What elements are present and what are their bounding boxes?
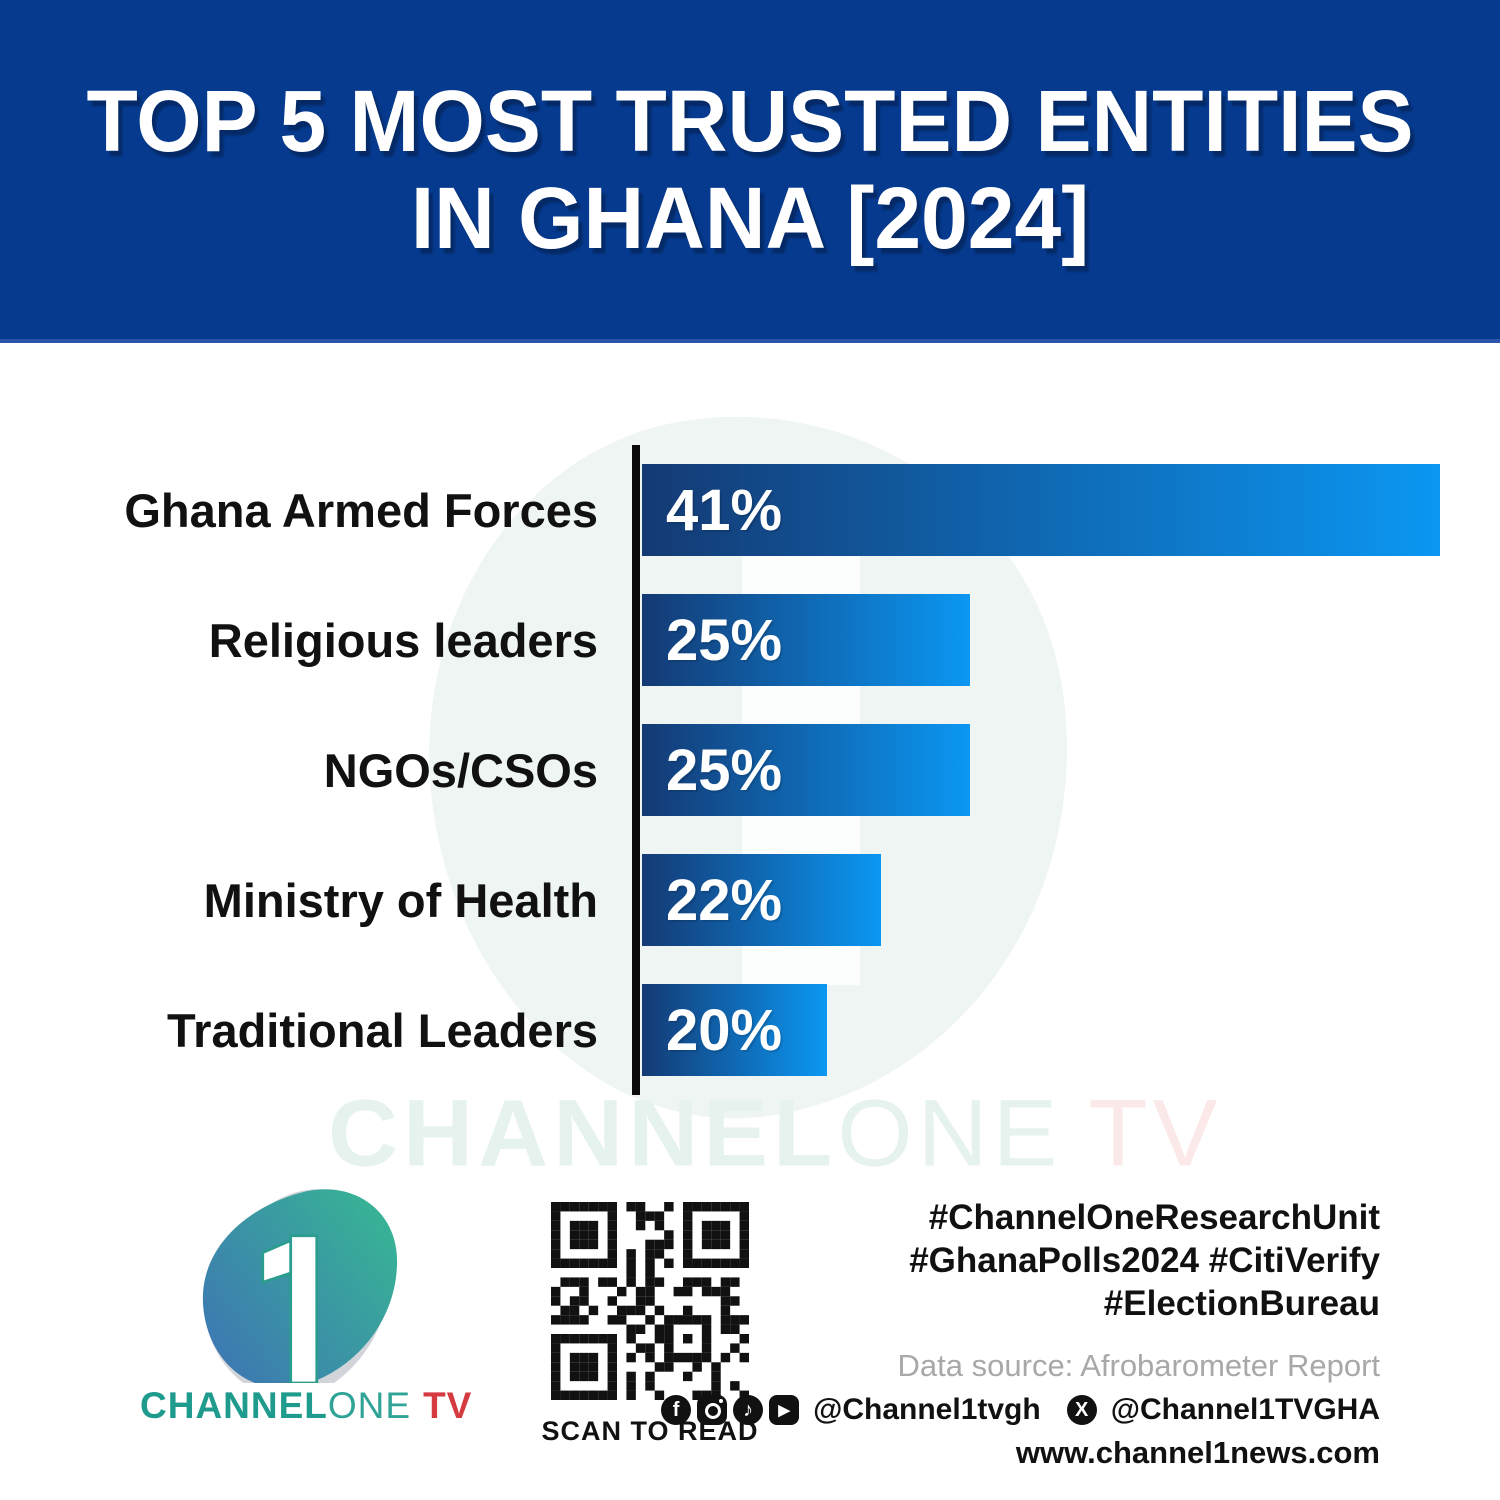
footer-info-block: #ChannelOneResearchUnit #GhanaPolls2024 … — [620, 1196, 1380, 1471]
channel-one-wordmark: CHANNELONE TV — [140, 1385, 471, 1427]
bar: 22% — [642, 854, 881, 946]
wordmark-tv: TV — [423, 1385, 473, 1426]
bar-value-label: 41% — [666, 477, 783, 543]
hashtags-line2: #GhanaPolls2024 #CitiVerify — [909, 1241, 1380, 1280]
brand-watermark-one: ONE — [837, 1079, 1063, 1186]
hashtags-line3: #ElectionBureau — [1103, 1284, 1380, 1323]
header-banner: TOP 5 MOST TRUSTED ENTITIES IN GHANA [20… — [0, 0, 1500, 343]
chart-axis-line — [632, 445, 640, 1095]
website-url: www.channel1news.com — [1015, 1435, 1380, 1470]
wordmark-channel: CHANNEL — [140, 1385, 328, 1426]
hashtags-line1: #ChannelOneResearchUnit — [928, 1198, 1380, 1237]
social-handle-main: @Channel1tvgh — [813, 1393, 1041, 1426]
social-handle-x: @Channel1TVGHA — [1110, 1393, 1380, 1426]
category-label: Ghana Armed Forces — [124, 483, 598, 537]
x-icon: X — [1066, 1395, 1097, 1425]
bar-value-label: 22% — [666, 867, 783, 933]
brand-watermark-text: CHANNELONE TV — [328, 1085, 1222, 1180]
brand-watermark-tv: TV — [1088, 1079, 1223, 1186]
social-row: f ♪ ▶ @Channel1tvgh X @Channel1TVGHA — [620, 1393, 1380, 1427]
bar-value-label: 20% — [666, 997, 783, 1063]
channel-one-logo-block: CHANNELONE TV — [140, 1178, 471, 1427]
category-label: Ministry of Health — [203, 873, 598, 927]
instagram-icon — [697, 1395, 728, 1425]
bar: 20% — [642, 984, 827, 1076]
category-label: NGOs/CSOs — [323, 743, 598, 797]
brand-watermark-channel: CHANNEL — [328, 1079, 838, 1186]
facebook-icon: f — [661, 1395, 692, 1425]
bar-value-label: 25% — [666, 607, 783, 673]
page-title-line2: IN GHANA [2024] — [410, 168, 1090, 267]
bar: 25% — [642, 724, 970, 816]
channel-one-logo-icon — [203, 1189, 397, 1383]
page-title-line1: TOP 5 MOST TRUSTED ENTITIES — [86, 71, 1414, 170]
youtube-icon: ▶ — [769, 1395, 800, 1425]
data-source-note: Data source: Afrobarometer Report — [897, 1348, 1380, 1383]
category-label: Religious leaders — [208, 613, 598, 667]
qr-code — [551, 1202, 749, 1400]
bar-value-label: 25% — [666, 737, 783, 803]
tiktok-icon: ♪ — [733, 1395, 764, 1425]
wordmark-one: ONE — [327, 1385, 412, 1426]
bar: 25% — [642, 594, 970, 686]
qr-block: SCAN TO READ — [540, 1202, 760, 1447]
bar: 41% — [642, 464, 1440, 556]
category-label: Traditional Leaders — [167, 1003, 598, 1057]
